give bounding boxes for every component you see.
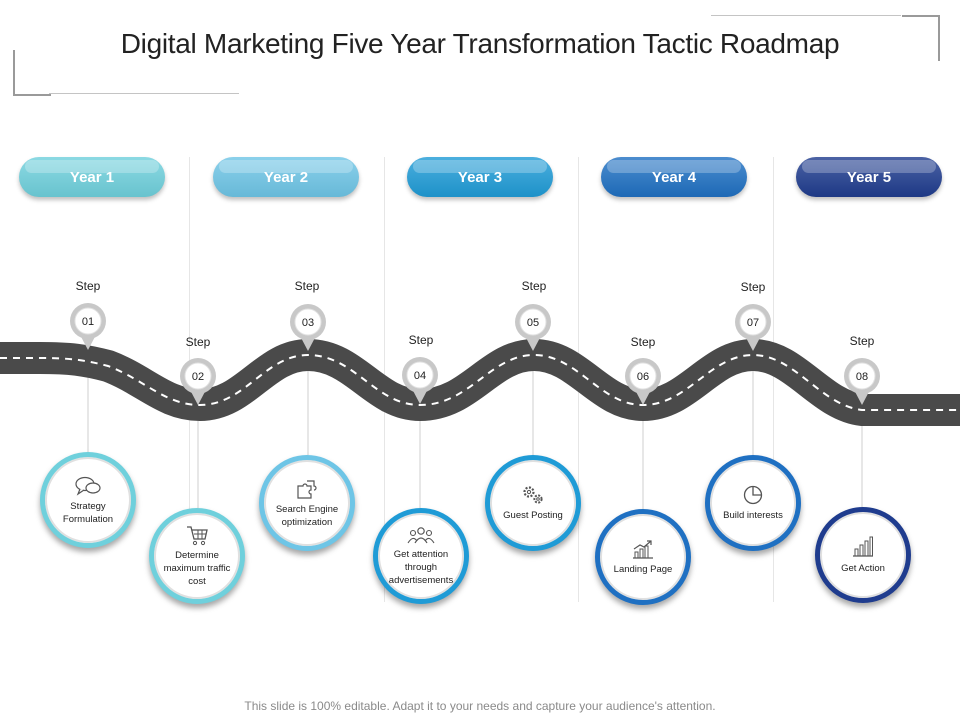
pin-face [294,308,322,336]
step-label-05: Step [521,279,547,293]
shopping-cart-icon [187,526,208,546]
year-pill-2: Year 2 [213,157,359,197]
audience-icon [407,527,435,544]
bar-chart-icon [853,536,873,557]
pie-chart-icon [743,485,763,505]
step-label-07: Step [740,280,766,294]
growth-chart-icon [633,540,653,559]
pin-face [629,362,657,390]
year-pill-5: Year 5 [796,157,942,197]
pin-face [519,308,547,336]
step-label-03: Step [294,279,320,293]
step-label-01: Step [75,279,101,293]
pin-face [406,361,434,389]
step-pin-07: 07 [735,304,771,351]
step-number: 04 [414,370,426,382]
pin-face [184,362,212,390]
step-pin-02: 02 [180,358,216,405]
step-circle-05: Guest Posting [485,455,581,551]
step-pins: 01 02 03 04 05 06 07 08 [70,303,880,405]
pin-face [739,308,767,336]
step-number: 05 [527,317,539,329]
chat-bubbles-icon [75,476,101,496]
step-pin-03: 03 [290,304,326,351]
step-number: 03 [302,317,314,329]
road-surface [0,338,960,426]
corner-line-top-right [711,15,901,16]
step-circle-01: Strategy Formulation [40,452,136,548]
step-circle-06: Landing Page [595,509,691,605]
step-circle-07: Build interests [705,455,801,551]
pin-face [848,362,876,390]
corner-line-top-left [49,93,239,94]
step-circle-02: Determine maximum traffic cost [149,508,245,604]
step-number: 01 [82,316,94,328]
step-pin-04: 04 [402,357,438,404]
step-label-04: Step [408,333,434,347]
step-label-06: Step [630,335,656,349]
page-title: Digital Marketing Five Year Transformati… [120,28,840,59]
step-pin-05: 05 [515,304,551,351]
step-label-08: Step [849,334,875,348]
year-pill-4: Year 4 [601,157,747,197]
column-divider [773,157,774,602]
puzzle-icon [297,479,317,499]
step-pin-06: 06 [625,358,661,405]
step-circle-03: Search Engine optimization [259,455,355,551]
corner-frame-top-left [13,50,51,96]
step-pin-08: 08 [844,358,880,405]
pin-face [74,307,102,335]
step-pin-01: 01 [70,303,106,350]
footer-note: This slide is 100% editable. Adapt it to… [244,699,716,713]
year-pill-1: Year 1 [19,157,165,197]
step-label-02: Step [185,335,211,349]
step-circle-08: Get Action [815,507,911,603]
year-pill-3: Year 3 [407,157,553,197]
gears-icon [523,486,543,504]
step-number: 02 [192,371,204,383]
corner-frame-top-right [902,15,940,61]
step-circle-04: Get attention through advertisements [373,508,469,604]
step-number: 07 [747,317,759,329]
step-number: 08 [856,371,868,383]
step-number: 06 [637,371,649,383]
